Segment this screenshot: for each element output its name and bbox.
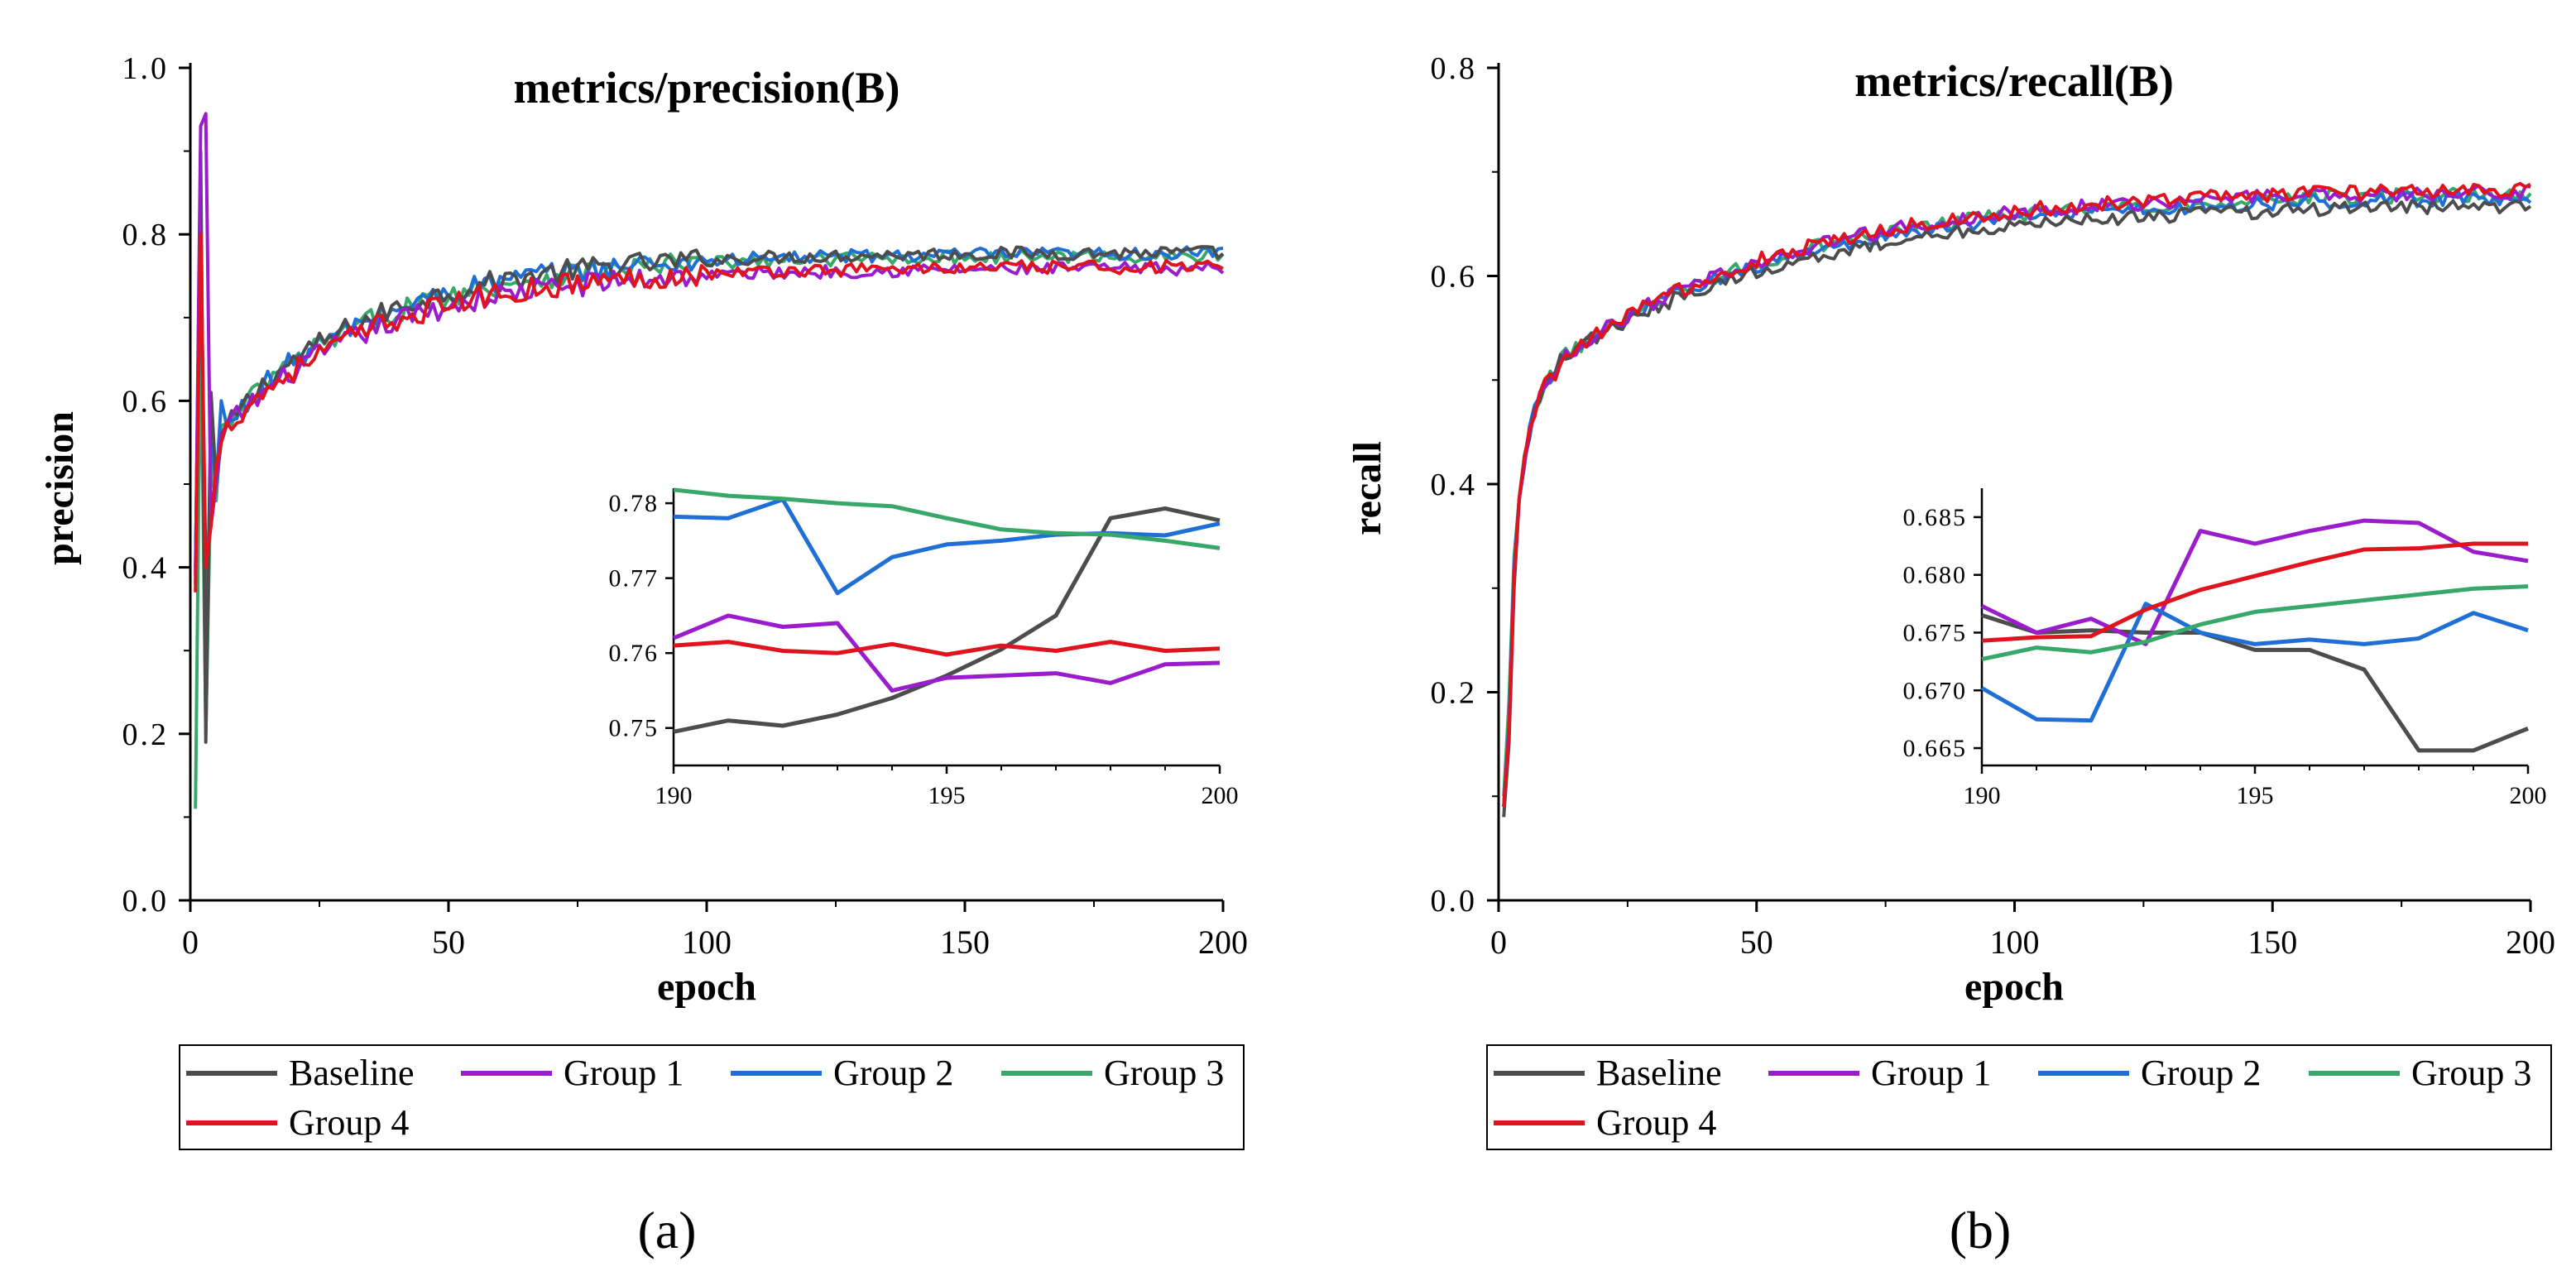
inset-y-tick-label: 0.78: [609, 490, 660, 517]
legend-label: Group 1: [564, 1053, 684, 1093]
inset-y-tick-label: 0.665: [1903, 735, 1968, 762]
legend-label: Baseline: [289, 1053, 415, 1093]
y-tick-label: 0.6: [122, 384, 170, 419]
legend-label: Group 4: [1596, 1102, 1716, 1143]
inset-y-tick-label: 0.670: [1903, 677, 1968, 704]
inset-x-tick-label: 200: [2510, 782, 2547, 809]
chart-panel-b: metrics/recall(B) 0 50 100 150 200 0.0 0.2 0.4 0.…: [1346, 51, 2555, 1259]
inset-series-line-group-4: [1981, 541, 2528, 643]
legend: Baseline Group 1 Group 2 Group 3 Group 4: [1486, 1044, 2552, 1150]
x-tick-label: 50: [1740, 924, 1773, 961]
inset-series-line-group-1: [673, 613, 1221, 693]
y-tick-label: 0.4: [122, 551, 170, 586]
inset-chart: 190 195 200 0.75 0.76 0.77 0.78: [609, 487, 1239, 809]
legend-label: Group 2: [833, 1053, 953, 1093]
legend-label: Group 3: [1104, 1053, 1224, 1093]
x-tick-label: 150: [940, 924, 990, 961]
inset-y-tick-label: 0.680: [1903, 562, 1968, 589]
legend-label: Group 4: [289, 1102, 409, 1143]
inset-series-line-group-1: [1980, 518, 2529, 646]
panel-label: (b): [1950, 1201, 2012, 1259]
x-tick-label: 100: [682, 924, 732, 961]
chart-title: metrics/recall(B): [1854, 56, 2174, 106]
inset-series-line-group-3: [1981, 584, 2529, 662]
y-axis-label: recall: [1346, 441, 1389, 535]
inset-x-tick-label: 200: [1202, 782, 1239, 809]
y-tick-label: 1.0: [122, 51, 170, 86]
series-line-group-4: [1502, 181, 2531, 807]
series-line-baseline: [1502, 199, 2532, 818]
inset-x-tick-label: 190: [655, 782, 693, 809]
y-tick-label: 0.2: [1431, 676, 1478, 711]
y-axis-label: precision: [38, 411, 82, 565]
series-line-baseline: [194, 149, 1225, 744]
x-axis-label: epoch: [1964, 965, 2064, 1009]
inset-y-tick-label: 0.77: [609, 565, 660, 593]
legend-label: Group 3: [2411, 1053, 2531, 1093]
panel-label: (a): [637, 1201, 696, 1259]
inset-chart: 190 195 200 0.665 0.670 0.675 0.680 0.685: [1903, 488, 2547, 809]
x-tick-label: 0: [1490, 924, 1507, 961]
y-tick-label: 0.6: [1431, 260, 1478, 295]
chart-title: metrics/precision(B): [514, 63, 900, 113]
series-line-group-4: [194, 233, 1224, 593]
legend-label: Group 1: [1871, 1053, 1991, 1093]
x-tick-label: 200: [2506, 924, 2555, 961]
y-tick-label: 0.0: [122, 884, 170, 919]
y-tick-label: 0.2: [122, 717, 170, 752]
x-tick-label: 50: [432, 924, 465, 961]
inset-series-line-group-2: [673, 497, 1221, 596]
chart-panel-a: metrics/precision(B) 0 50 100 150 200 0.0 0.2 0.…: [38, 51, 1248, 1259]
inset-series-line-group-3: [673, 487, 1221, 550]
legend-label: Baseline: [1596, 1053, 1722, 1093]
legend-box: [1486, 1044, 2552, 1150]
inset-y-tick-label: 0.75: [609, 715, 660, 742]
y-tick-label: 0.8: [122, 218, 170, 252]
series-line-group-3: [194, 247, 1225, 809]
legend-box: [179, 1044, 1245, 1150]
x-axis-label: epoch: [657, 965, 756, 1009]
inset-x-tick-label: 190: [1964, 782, 2001, 809]
inset-series-line-baseline: [673, 506, 1221, 734]
y-tick-label: 0.0: [1431, 884, 1478, 919]
x-tick-label: 100: [1990, 924, 2040, 961]
y-tick-label: 0.4: [1431, 468, 1478, 502]
y-tick-label: 0.8: [1431, 51, 1478, 86]
inset-y-tick-label: 0.685: [1903, 504, 1968, 531]
inset-y-tick-label: 0.76: [609, 640, 660, 667]
inset-series-line-group-2: [1980, 602, 2529, 723]
inset-series-line-baseline: [1981, 613, 2529, 753]
legend: Baseline Group 1 Group 2 Group 3 Group 4: [179, 1044, 1245, 1150]
x-tick-label: 150: [2247, 924, 2297, 961]
x-tick-label: 0: [182, 924, 199, 961]
x-tick-label: 200: [1198, 924, 1248, 961]
inset-series-line-group-4: [673, 640, 1221, 657]
inset-x-tick-label: 195: [928, 782, 966, 809]
legend-label: Group 2: [2141, 1053, 2261, 1093]
inset-x-tick-label: 195: [2237, 782, 2274, 809]
inset-y-tick-label: 0.675: [1903, 619, 1968, 646]
